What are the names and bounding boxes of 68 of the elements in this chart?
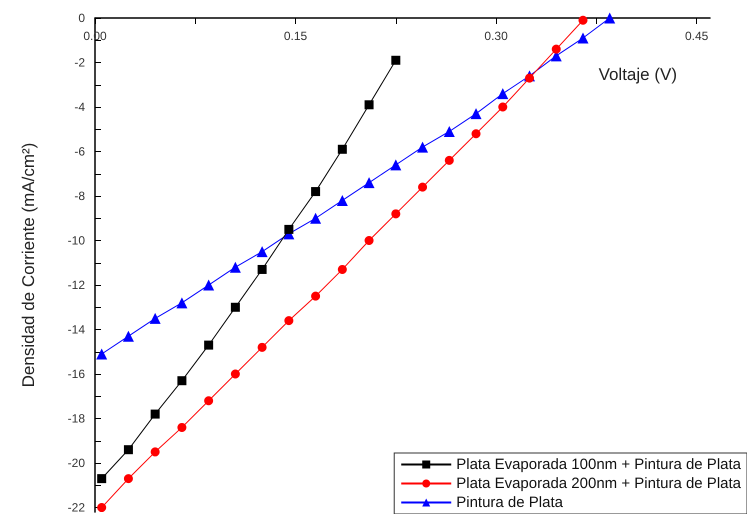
point — [96, 348, 108, 360]
point — [177, 376, 186, 386]
point — [256, 246, 268, 258]
point — [338, 264, 347, 274]
y-tick-label: -14 — [68, 322, 86, 337]
point — [390, 159, 402, 170]
point — [444, 126, 455, 137]
point — [124, 474, 133, 484]
point — [364, 177, 375, 188]
point — [364, 100, 374, 110]
point — [391, 209, 400, 218]
x-tick-label: 0.15 — [284, 29, 308, 43]
legend-label: Plata Evaporada 200nm + Pintura de Plata — [456, 475, 742, 492]
point — [258, 342, 267, 352]
point — [284, 316, 294, 326]
point — [604, 12, 616, 24]
point — [577, 32, 588, 44]
point — [417, 142, 428, 153]
y-tick-label: -16 — [68, 367, 86, 382]
point — [444, 156, 454, 165]
point — [97, 503, 106, 512]
point — [204, 396, 214, 406]
point — [150, 410, 160, 419]
point — [391, 56, 400, 65]
y-tick-label: -10 — [68, 234, 86, 248]
point — [230, 262, 241, 273]
legend-label: Plata Evaporada 100nm + Pintura de Plata — [456, 456, 742, 473]
point — [418, 182, 428, 192]
point — [203, 280, 214, 291]
point — [498, 102, 508, 112]
y-tick-label: -20 — [68, 456, 86, 470]
point — [472, 129, 481, 138]
point — [150, 312, 161, 324]
point — [525, 74, 534, 83]
point — [258, 264, 267, 274]
point — [497, 88, 508, 100]
y-tick-label: -2 — [74, 56, 86, 70]
point — [230, 370, 240, 379]
point — [124, 445, 133, 454]
x-tick-label: 0.45 — [684, 29, 709, 43]
point — [311, 187, 320, 196]
point — [336, 194, 348, 206]
point — [310, 212, 322, 224]
point — [364, 236, 374, 246]
point — [552, 44, 561, 54]
y-tick-label: -12 — [68, 278, 86, 292]
y-axis-title: Densidad de Corriente (mA/cm²) — [19, 142, 38, 388]
x-axis-title: Voltaje (V) — [598, 65, 678, 84]
point — [470, 108, 482, 120]
y-tick-label: -8 — [74, 189, 86, 204]
point — [176, 297, 188, 308]
y-tick-label: -18 — [68, 412, 86, 426]
x-tick-label: 0.30 — [484, 29, 508, 43]
point — [97, 474, 106, 484]
y-tick-label: 0 — [78, 11, 86, 25]
point — [122, 330, 134, 342]
point — [284, 224, 294, 234]
point — [338, 144, 347, 154]
point — [150, 447, 160, 456]
y-tick-label: -22 — [68, 500, 86, 514]
legend-label: Pintura de Plata — [456, 494, 564, 511]
point — [311, 292, 320, 301]
point — [177, 422, 186, 432]
point — [204, 340, 214, 350]
y-tick-label: -6 — [74, 144, 86, 159]
y-tick-label: -4 — [74, 100, 86, 114]
point — [230, 302, 240, 312]
point — [578, 16, 588, 25]
